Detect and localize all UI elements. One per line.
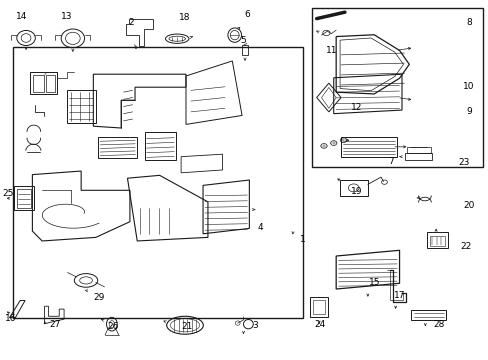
Text: 14: 14 bbox=[16, 12, 27, 21]
Text: 11: 11 bbox=[325, 46, 336, 55]
Text: 5: 5 bbox=[240, 36, 246, 45]
Text: 29: 29 bbox=[93, 293, 104, 302]
Bar bbox=[427, 232, 447, 248]
Text: 15: 15 bbox=[368, 278, 380, 287]
Text: 13: 13 bbox=[61, 12, 72, 21]
Bar bbox=[407, 147, 430, 153]
Text: 19: 19 bbox=[350, 187, 362, 196]
Bar bbox=[66, 90, 96, 123]
Bar bbox=[33, 75, 43, 92]
Bar bbox=[340, 137, 396, 157]
Text: 4: 4 bbox=[257, 223, 263, 232]
Text: 25: 25 bbox=[3, 189, 14, 198]
Bar bbox=[312, 300, 325, 314]
Bar bbox=[339, 180, 367, 196]
Text: 3: 3 bbox=[252, 321, 258, 330]
Text: 1: 1 bbox=[300, 235, 305, 244]
Bar bbox=[311, 8, 483, 167]
Bar bbox=[30, 72, 57, 94]
Bar bbox=[310, 297, 327, 317]
Text: 6: 6 bbox=[244, 10, 249, 19]
Bar bbox=[242, 45, 248, 55]
Bar bbox=[13, 47, 303, 318]
Text: 21: 21 bbox=[181, 322, 192, 331]
Text: 28: 28 bbox=[433, 320, 444, 329]
Bar bbox=[405, 153, 431, 160]
Bar bbox=[14, 186, 34, 211]
Text: 26: 26 bbox=[107, 322, 118, 331]
Bar bbox=[45, 75, 55, 92]
Text: 22: 22 bbox=[460, 242, 471, 251]
Text: 9: 9 bbox=[465, 107, 471, 116]
Text: 12: 12 bbox=[350, 103, 362, 112]
Text: 2: 2 bbox=[128, 18, 134, 27]
Text: 16: 16 bbox=[5, 314, 16, 323]
Text: 24: 24 bbox=[314, 320, 325, 329]
Text: 18: 18 bbox=[179, 13, 190, 22]
Text: 17: 17 bbox=[393, 291, 405, 300]
Text: 8: 8 bbox=[465, 18, 471, 27]
Text: 10: 10 bbox=[462, 82, 473, 91]
Text: 27: 27 bbox=[49, 320, 61, 329]
Bar bbox=[98, 137, 137, 158]
Bar bbox=[410, 310, 446, 320]
Bar bbox=[17, 189, 31, 208]
Bar bbox=[429, 235, 445, 246]
Bar bbox=[144, 132, 176, 160]
Text: 20: 20 bbox=[462, 201, 473, 210]
Text: 7: 7 bbox=[387, 157, 393, 166]
Text: 23: 23 bbox=[457, 158, 468, 167]
